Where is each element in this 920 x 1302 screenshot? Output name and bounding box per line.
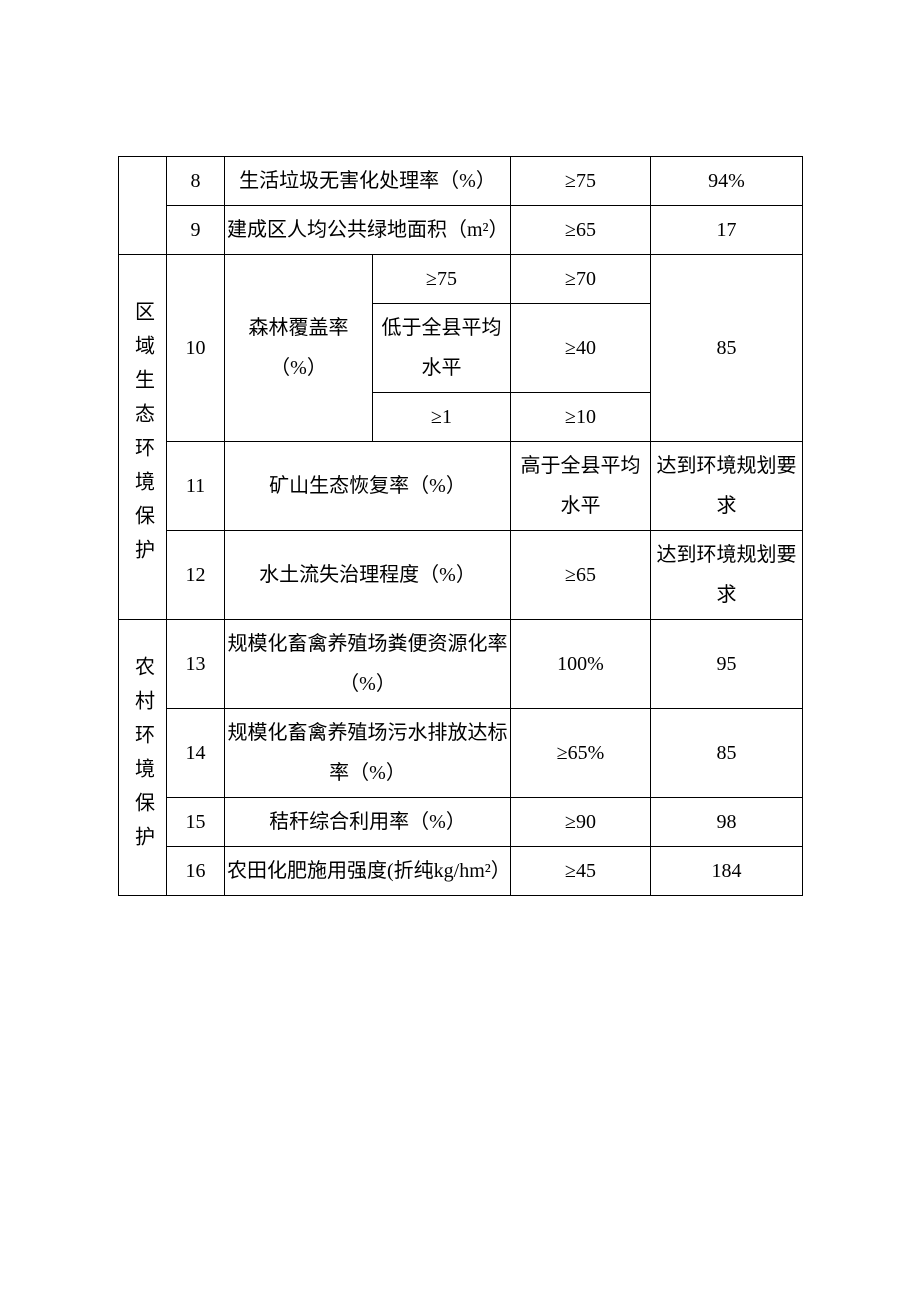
category-region-eco: 区域生态环境保护 — [119, 255, 167, 620]
row-number: 16 — [167, 847, 225, 896]
table-row: 8 生活垃圾无害化处理率（%） ≥75 94% — [119, 157, 803, 206]
table-row: 农村环境保护 13 规模化畜禽养殖场粪便资源化率（%） 100% 95 — [119, 620, 803, 709]
sub-indicator-cell: 低于全县平均水平 — [373, 304, 511, 393]
indicator-cell: 建成区人均公共绿地面积（m²） — [225, 206, 511, 255]
indicator-table: 8 生活垃圾无害化处理率（%） ≥75 94% 9 建成区人均公共绿地面积（m²… — [118, 156, 803, 896]
value-cell: 94% — [651, 157, 803, 206]
indicator-table-wrapper: 8 生活垃圾无害化处理率（%） ≥75 94% 9 建成区人均公共绿地面积（m²… — [118, 156, 802, 896]
sub-indicator-cell: ≥75 — [373, 255, 511, 304]
table-row: 15 秸秆综合利用率（%） ≥90 98 — [119, 798, 803, 847]
table-row: 14 规模化畜禽养殖场污水排放达标率（%） ≥65% 85 — [119, 709, 803, 798]
value-cell: 85 — [651, 709, 803, 798]
standard-cell: ≥45 — [511, 847, 651, 896]
row-number: 14 — [167, 709, 225, 798]
row-number: 8 — [167, 157, 225, 206]
standard-cell: ≥40 — [511, 304, 651, 393]
indicator-cell: 矿山生态恢复率（%） — [225, 442, 511, 531]
standard-cell: ≥90 — [511, 798, 651, 847]
standard-cell: ≥70 — [511, 255, 651, 304]
value-cell: 17 — [651, 206, 803, 255]
standard-cell: ≥65% — [511, 709, 651, 798]
indicator-cell: 生活垃圾无害化处理率（%） — [225, 157, 511, 206]
standard-cell: ≥75 — [511, 157, 651, 206]
value-cell: 98 — [651, 798, 803, 847]
row-number: 13 — [167, 620, 225, 709]
table-row: 区域生态环境保护 10 森林覆盖率（%） ≥75 ≥70 85 — [119, 255, 803, 304]
category-rural-env: 农村环境保护 — [119, 620, 167, 896]
standard-cell: 100% — [511, 620, 651, 709]
standard-cell: ≥65 — [511, 206, 651, 255]
row-number: 10 — [167, 255, 225, 442]
standard-cell: 高于全县平均水平 — [511, 442, 651, 531]
standard-cell: ≥65 — [511, 531, 651, 620]
row-number: 12 — [167, 531, 225, 620]
value-cell: 达到环境规划要求 — [651, 442, 803, 531]
value-cell: 95 — [651, 620, 803, 709]
value-cell: 达到环境规划要求 — [651, 531, 803, 620]
table-row: 9 建成区人均公共绿地面积（m²） ≥65 17 — [119, 206, 803, 255]
value-cell: 184 — [651, 847, 803, 896]
indicator-cell: 农田化肥施用强度(折纯kg/hm²） — [225, 847, 511, 896]
value-cell: 85 — [651, 255, 803, 442]
indicator-cell: 水土流失治理程度（%） — [225, 531, 511, 620]
indicator-cell: 规模化畜禽养殖场污水排放达标率（%） — [225, 709, 511, 798]
indicator-cell: 森林覆盖率（%） — [225, 255, 373, 442]
table-row: 11 矿山生态恢复率（%） 高于全县平均水平 达到环境规划要求 — [119, 442, 803, 531]
row-number: 15 — [167, 798, 225, 847]
row-number: 11 — [167, 442, 225, 531]
table-row: 12 水土流失治理程度（%） ≥65 达到环境规划要求 — [119, 531, 803, 620]
table-row: 16 农田化肥施用强度(折纯kg/hm²） ≥45 184 — [119, 847, 803, 896]
row-number: 9 — [167, 206, 225, 255]
indicator-cell: 秸秆综合利用率（%） — [225, 798, 511, 847]
sub-indicator-cell: ≥1 — [373, 393, 511, 442]
category-cell-empty — [119, 157, 167, 255]
indicator-cell: 规模化畜禽养殖场粪便资源化率（%） — [225, 620, 511, 709]
standard-cell: ≥10 — [511, 393, 651, 442]
